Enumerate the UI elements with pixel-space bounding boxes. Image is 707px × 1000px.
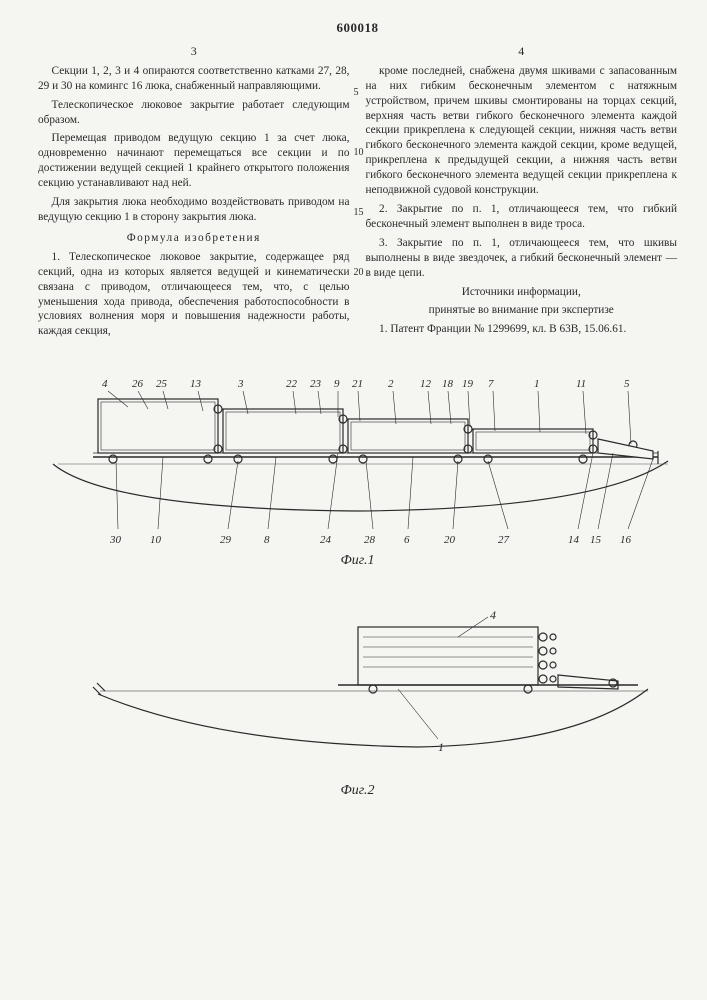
svg-text:25: 25	[156, 378, 168, 390]
lineno: 20	[354, 268, 364, 278]
page-num-left: 3	[38, 44, 350, 60]
svg-text:7: 7	[488, 378, 494, 390]
sources-subtitle: принятые во внимание при экспертизе	[366, 303, 678, 318]
figure-2: 4 1 Фиг.2	[38, 609, 677, 799]
para: кроме последней, снабжена двумя шкивами …	[366, 64, 678, 198]
fig2-label: Фиг.2	[38, 783, 677, 799]
svg-text:18: 18	[442, 378, 454, 390]
svg-text:23: 23	[310, 378, 322, 390]
svg-text:5: 5	[624, 378, 630, 390]
sources-title: Источники информации,	[366, 285, 678, 300]
patent-number: 600018	[38, 20, 677, 36]
claims-heading: Формула изобретения	[38, 231, 350, 246]
claim-2: 2. Закрытие по п. 1, отличающееся тем, ч…	[366, 202, 678, 232]
lineno: 10	[354, 148, 364, 158]
lineno: 5	[354, 88, 359, 98]
svg-text:11: 11	[576, 378, 586, 390]
svg-text:29: 29	[220, 534, 232, 546]
svg-text:9: 9	[334, 378, 340, 390]
svg-text:1: 1	[438, 740, 444, 754]
svg-text:21: 21	[352, 378, 363, 390]
para: Телескопическое люковое закрытие работае…	[38, 98, 350, 128]
svg-text:1: 1	[534, 378, 540, 390]
source-item: 1. Патент Франции № 1299699, кл. B 63B, …	[366, 322, 678, 337]
fig1-svg: 4 26 25 13 3 22 23 9 21 2 12 18 19 7 1 1…	[38, 369, 678, 549]
svg-text:6: 6	[404, 534, 410, 546]
svg-text:14: 14	[568, 534, 580, 546]
fig2-svg: 4 1	[38, 609, 678, 779]
svg-text:4: 4	[102, 378, 108, 390]
svg-text:30: 30	[109, 534, 122, 546]
para: Секции 1, 2, 3 и 4 опираются соответстве…	[38, 64, 350, 94]
svg-text:13: 13	[190, 378, 202, 390]
svg-text:3: 3	[237, 378, 244, 390]
svg-text:27: 27	[498, 534, 510, 546]
claim-3: 3. Закрытие по п. 1, отличающееся тем, ч…	[366, 236, 678, 281]
svg-text:2: 2	[388, 378, 394, 390]
column-left: 3 Секции 1, 2, 3 и 4 опираются соответст…	[38, 44, 350, 343]
svg-text:15: 15	[590, 534, 602, 546]
svg-text:19: 19	[462, 378, 474, 390]
text-columns: 3 Секции 1, 2, 3 и 4 опираются соответст…	[38, 44, 677, 343]
para: Для закрытия люка необходимо воздействов…	[38, 195, 350, 225]
svg-text:24: 24	[320, 534, 332, 546]
svg-text:22: 22	[286, 378, 298, 390]
svg-text:26: 26	[132, 378, 144, 390]
para: Перемещая приводом ведущую секцию 1 за с…	[38, 131, 350, 191]
figure-1: 4 26 25 13 3 22 23 9 21 2 12 18 19 7 1 1…	[38, 369, 677, 569]
lineno: 15	[354, 208, 364, 218]
svg-text:16: 16	[620, 534, 632, 546]
svg-text:4: 4	[490, 609, 496, 622]
fig1-label: Фиг.1	[38, 553, 677, 569]
page-num-right: 4	[366, 44, 678, 60]
claim-1: 1. Телескопическое люковое закрытие, сод…	[38, 250, 350, 339]
svg-text:12: 12	[420, 378, 432, 390]
column-right: 5 10 15 20 4 кроме последней, снабжена д…	[366, 44, 678, 343]
svg-text:20: 20	[444, 534, 456, 546]
svg-text:10: 10	[150, 534, 162, 546]
svg-text:8: 8	[264, 534, 270, 546]
svg-text:28: 28	[364, 534, 376, 546]
